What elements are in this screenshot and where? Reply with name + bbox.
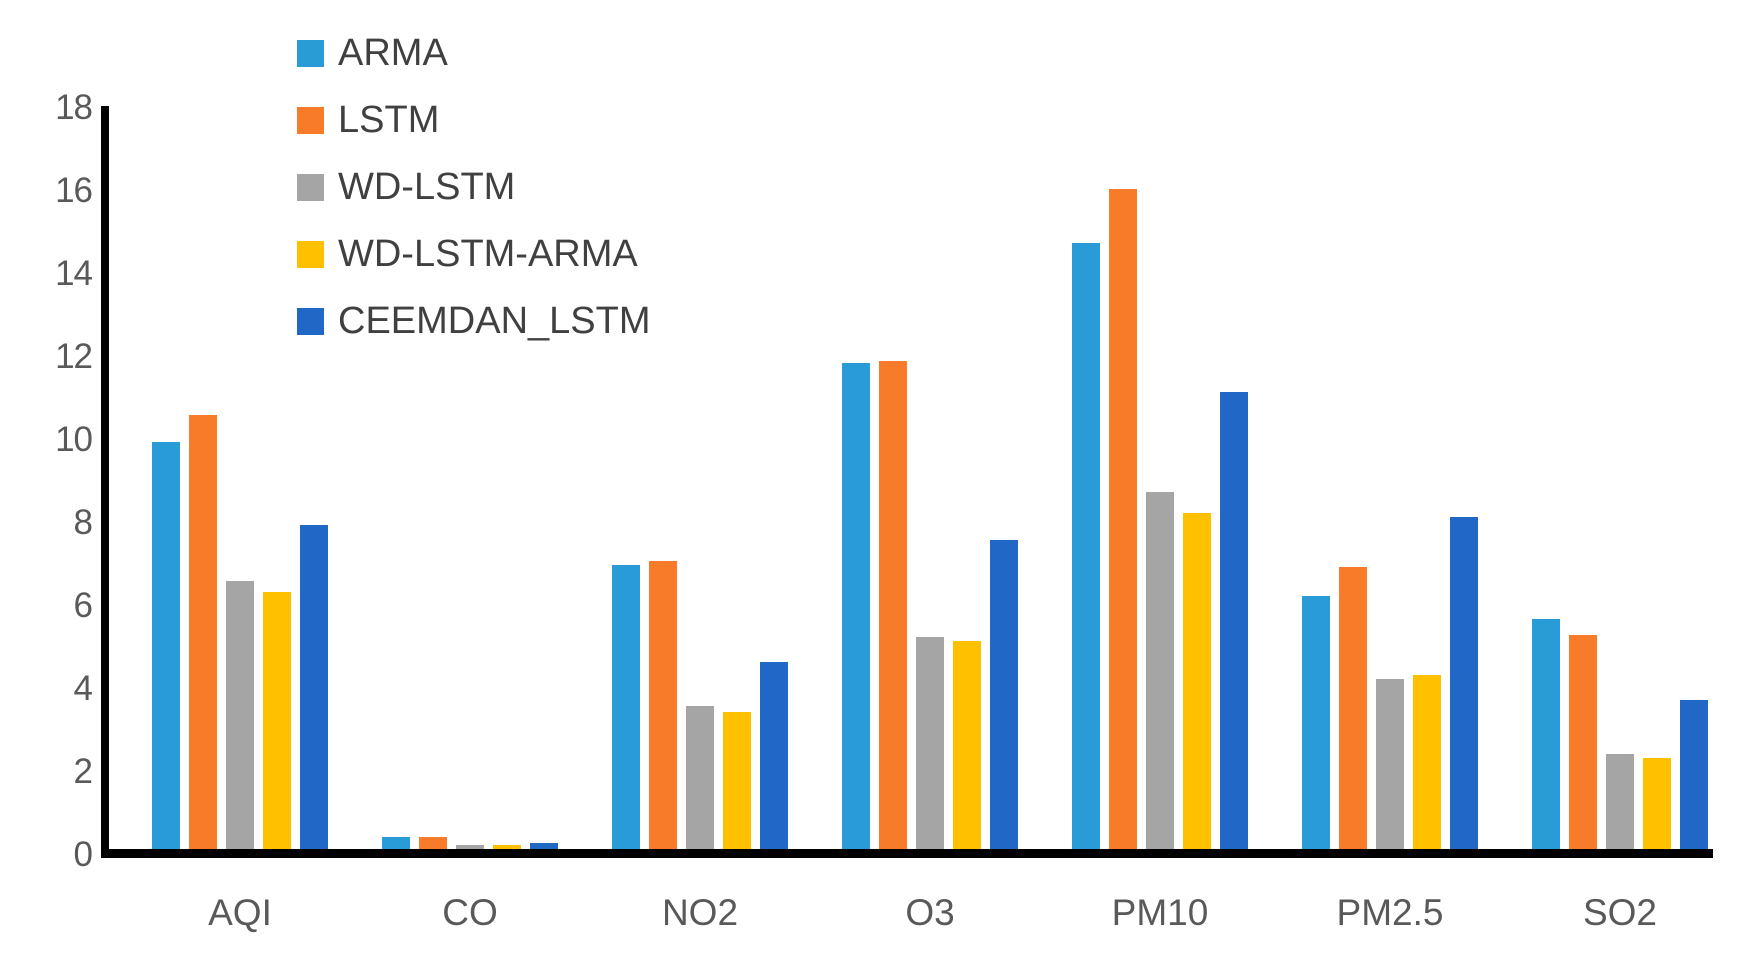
bar-wd-lstm-so2 [1606,754,1634,849]
legend-item-wd-lstm-arma: WD-LSTM-ARMA [297,233,651,275]
y-tick-label-2: 2 [73,752,93,791]
bar-lstm-o3 [879,361,907,849]
x-axis-label-o3: O3 [905,892,955,933]
bar-ceemdan_lstm-o3 [990,540,1018,849]
y-tick-label-16: 16 [55,171,93,210]
y-tick-label-6: 6 [73,586,93,625]
x-axis-label-no2: NO2 [661,892,739,933]
bar-wd-lstm-arma-no2 [723,712,751,849]
bar-arma-aqi [152,442,180,849]
bar-wd-lstm-no2 [686,706,714,849]
legend-item-ceemdan_lstm: CEEMDAN_LSTM [297,300,651,342]
bar-arma-pm2.5 [1302,596,1330,849]
legend-swatch-wd-lstm [297,174,324,201]
y-tick-label-12: 12 [55,337,93,376]
y-axis-line [101,106,109,857]
bar-wd-lstm-pm2.5 [1376,679,1404,849]
bar-lstm-no2 [649,561,677,849]
y-tick-label-14: 14 [55,254,93,293]
legend-label: WD-LSTM [338,166,516,208]
x-axis-label-pm2.5: PM2.5 [1336,892,1444,933]
bar-ceemdan_lstm-co [530,843,558,849]
bar-wd-lstm-pm10 [1146,492,1174,849]
chart-legend: ARMA LSTM WD-LSTM WD-LSTM-ARMA CEEMDAN_LSTM [297,32,651,375]
bar-arma-so2 [1532,619,1560,849]
legend-label: LSTM [338,99,440,141]
legend-label: CEEMDAN_LSTM [338,300,651,342]
bar-lstm-so2 [1569,635,1597,849]
legend-label: WD-LSTM-ARMA [338,233,638,275]
bar-wd-lstm-arma-o3 [953,641,981,849]
legend-swatch-ceemdan_lstm [297,308,324,335]
bar-arma-pm10 [1072,243,1100,849]
bar-arma-no2 [612,565,640,849]
bar-ceemdan_lstm-so2 [1680,700,1708,849]
y-tick-label-0: 0 [73,835,93,874]
bar-lstm-pm2.5 [1339,567,1367,849]
legend-label: ARMA [338,32,448,74]
bar-lstm-aqi [189,415,217,849]
y-tick-label-10: 10 [55,420,93,459]
legend-item-arma: ARMA [297,32,651,74]
legend-swatch-lstm [297,107,324,134]
bar-arma-o3 [842,363,870,849]
bar-ceemdan_lstm-no2 [760,662,788,849]
bar-wd-lstm-arma-co [493,845,521,849]
bar-wd-lstm-arma-so2 [1643,758,1671,849]
bar-wd-lstm-arma-aqi [263,592,291,849]
legend-item-wd-lstm: WD-LSTM [297,166,651,208]
bar-wd-lstm-co [456,845,484,849]
x-axis-label-so2: SO2 [1582,892,1658,933]
bar-wd-lstm-o3 [916,637,944,849]
bar-ceemdan_lstm-pm10 [1220,392,1248,849]
y-tick-label-8: 8 [73,503,93,542]
bar-ceemdan_lstm-pm2.5 [1450,517,1478,849]
x-axis-line [101,849,1713,858]
bar-arma-co [382,837,410,849]
x-axis-label-aqi: AQI [208,892,272,933]
y-tick-label-18: 18 [55,88,93,127]
x-axis-label-co: CO [442,892,498,933]
bar-wd-lstm-arma-pm10 [1183,513,1211,849]
bar-lstm-co [419,837,447,849]
legend-swatch-wd-lstm-arma [297,241,324,268]
bar-wd-lstm-arma-pm2.5 [1413,675,1441,849]
bar-lstm-pm10 [1109,189,1137,849]
legend-item-lstm: LSTM [297,99,651,141]
legend-swatch-arma [297,40,324,67]
bar-wd-lstm-aqi [226,581,254,849]
x-axis-label-pm10: PM10 [1111,892,1209,933]
bar-ceemdan_lstm-aqi [300,525,328,849]
y-tick-label-4: 4 [73,669,93,708]
